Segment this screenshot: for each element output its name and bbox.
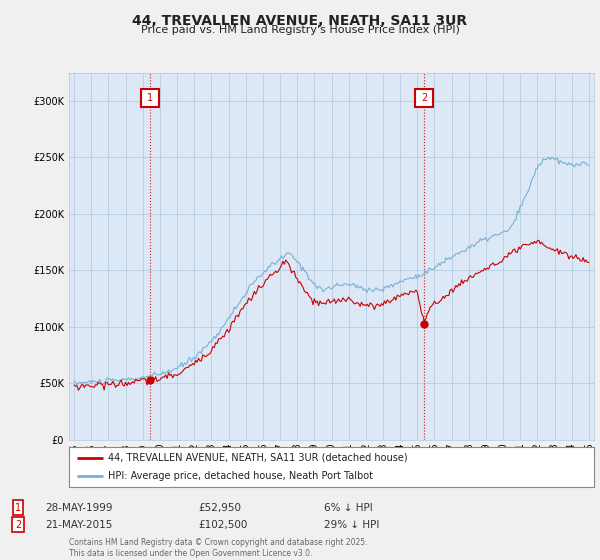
Text: £52,950: £52,950 xyxy=(198,503,241,513)
Text: Price paid vs. HM Land Registry's House Price Index (HPI): Price paid vs. HM Land Registry's House … xyxy=(140,25,460,35)
Text: HPI: Average price, detached house, Neath Port Talbot: HPI: Average price, detached house, Neat… xyxy=(109,472,373,481)
Text: 44, TREVALLEN AVENUE, NEATH, SA11 3UR: 44, TREVALLEN AVENUE, NEATH, SA11 3UR xyxy=(133,14,467,28)
Text: 2: 2 xyxy=(421,94,427,104)
Text: 21-MAY-2015: 21-MAY-2015 xyxy=(45,520,112,530)
Text: Contains HM Land Registry data © Crown copyright and database right 2025.
This d: Contains HM Land Registry data © Crown c… xyxy=(69,538,367,558)
Text: 44, TREVALLEN AVENUE, NEATH, SA11 3UR (detached house): 44, TREVALLEN AVENUE, NEATH, SA11 3UR (d… xyxy=(109,453,408,463)
Text: 28-MAY-1999: 28-MAY-1999 xyxy=(45,503,113,513)
Text: 1: 1 xyxy=(15,503,21,513)
Text: 6% ↓ HPI: 6% ↓ HPI xyxy=(324,503,373,513)
Text: 29% ↓ HPI: 29% ↓ HPI xyxy=(324,520,379,530)
Text: 1: 1 xyxy=(146,94,152,104)
Text: 2: 2 xyxy=(15,520,21,530)
Text: £102,500: £102,500 xyxy=(198,520,247,530)
